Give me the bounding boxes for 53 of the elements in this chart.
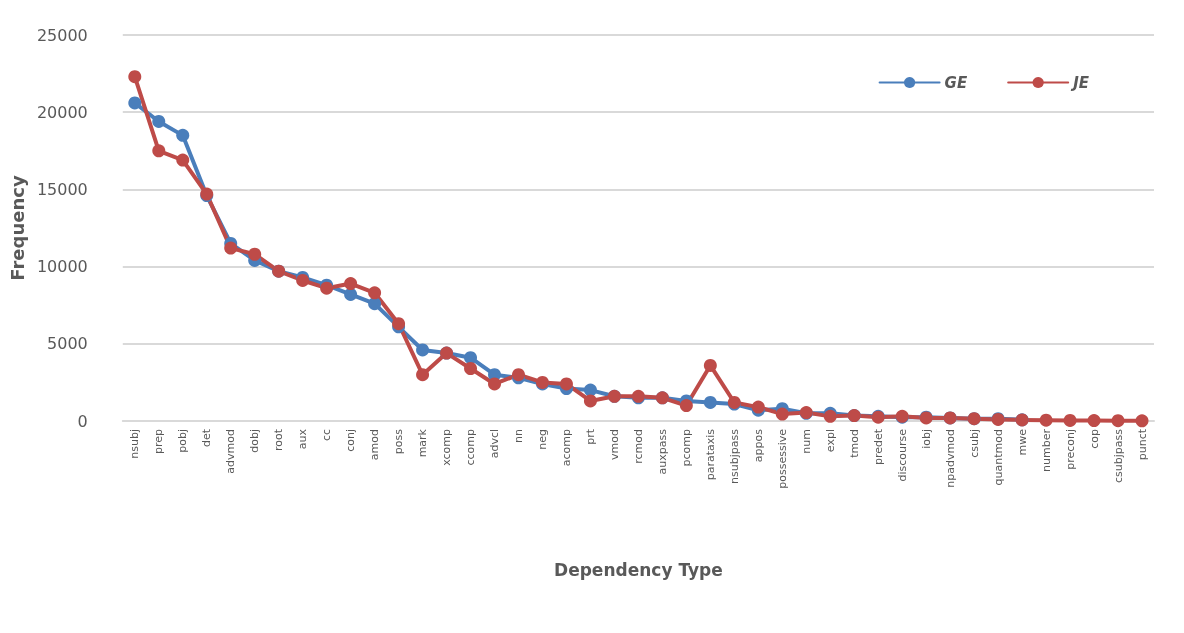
x-tick-label: mark — [416, 428, 430, 458]
x-tick-label: poss — [392, 428, 406, 455]
x-tick-label: num — [799, 429, 813, 454]
x-tick-label: parataxis — [703, 428, 717, 481]
x-tick-label: prt — [583, 428, 597, 445]
x-tick-label: npadvmod — [943, 429, 957, 488]
x-tick-label: nsubjpass — [727, 428, 741, 484]
y-tick-label: 0 — [77, 411, 88, 431]
x-tick-label: advmod — [224, 429, 238, 474]
x-tick-label: pcomp — [679, 428, 693, 467]
y-tick-label: 10000 — [36, 257, 88, 277]
x-tick-label: punct — [1135, 428, 1149, 461]
x-tick-label: dobj — [248, 429, 262, 453]
y-tick-label: 5000 — [47, 334, 88, 354]
x-tick-label: discourse — [895, 428, 909, 482]
x-tick-label: cop — [1087, 428, 1101, 449]
x-tick-label: ccomp — [464, 428, 478, 466]
y-tick-label: 20000 — [36, 102, 88, 122]
x-tick-label: auxpass — [655, 428, 669, 475]
x-tick-label: possessive — [775, 428, 789, 489]
x-tick-label: nsubj — [128, 429, 142, 459]
y-tick-label: 25000 — [36, 25, 88, 45]
x-tick-label: advcl — [488, 429, 502, 459]
x-tick-label: vmod — [607, 429, 621, 460]
x-tick-label: acomp — [559, 428, 573, 467]
x-tick-label: xcomp — [440, 428, 454, 466]
legend-label: GE — [944, 73, 968, 92]
x-tick-label: appos — [751, 428, 765, 463]
x-axis-title: Dependency Type — [554, 559, 723, 580]
x-tick-label: root — [272, 428, 286, 452]
x-tick-label: mwe — [1015, 428, 1029, 456]
x-tick-label: predet — [871, 428, 885, 466]
y-axis-title: Frequency — [6, 175, 28, 281]
legend-label: JE — [1070, 73, 1090, 92]
x-tick-label: neg — [535, 429, 549, 450]
x-tick-label: nn — [511, 428, 525, 443]
x-tick-label: rcmod — [631, 429, 645, 464]
x-tick-label: number — [1039, 428, 1053, 472]
x-tick-label: preconj — [1063, 429, 1077, 470]
y-tick-label: 15000 — [36, 179, 88, 199]
x-tick-label: det — [200, 428, 214, 448]
x-tick-label: pobj — [176, 429, 190, 453]
x-tick-label: prep — [152, 428, 166, 455]
x-tick-label: iobj — [919, 429, 933, 449]
x-tick-label: expl — [823, 429, 837, 453]
x-tick-label: amod — [368, 429, 382, 461]
x-tick-label: conj — [344, 429, 358, 452]
x-tick-label: csubj — [967, 429, 981, 458]
x-tick-label: aux — [296, 428, 310, 450]
x-tick-label: csubjpass — [1111, 428, 1125, 483]
x-tick-label: cc — [320, 429, 334, 442]
x-tick-label: tmod — [847, 429, 861, 458]
x-tick-label: quantmod — [991, 429, 1005, 486]
